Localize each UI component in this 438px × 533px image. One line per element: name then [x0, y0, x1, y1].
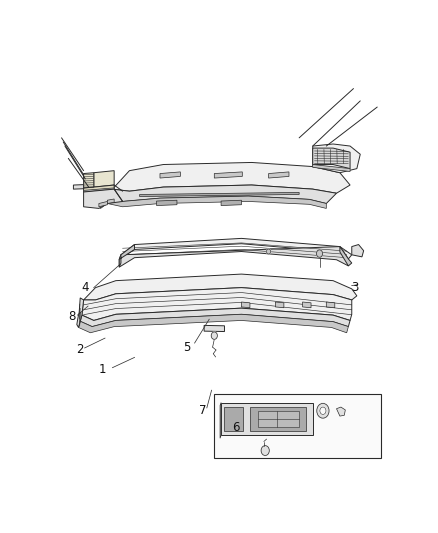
Polygon shape [78, 314, 348, 333]
Polygon shape [95, 199, 107, 208]
Polygon shape [84, 173, 94, 188]
Polygon shape [220, 402, 221, 438]
Polygon shape [94, 171, 114, 187]
Polygon shape [313, 165, 350, 172]
Polygon shape [340, 247, 352, 266]
Text: 3: 3 [351, 281, 359, 294]
Polygon shape [156, 200, 177, 206]
Polygon shape [107, 185, 336, 204]
Text: 7: 7 [199, 404, 206, 417]
Polygon shape [77, 298, 84, 327]
Polygon shape [80, 308, 350, 327]
Circle shape [211, 332, 217, 340]
Polygon shape [313, 144, 360, 173]
FancyBboxPatch shape [214, 394, 381, 458]
Polygon shape [84, 274, 357, 300]
Circle shape [320, 407, 326, 415]
Polygon shape [258, 411, 299, 427]
Circle shape [317, 250, 322, 257]
Polygon shape [241, 302, 250, 308]
Polygon shape [221, 200, 241, 206]
Polygon shape [326, 302, 335, 308]
Polygon shape [214, 172, 242, 178]
Text: 6: 6 [233, 421, 240, 434]
Polygon shape [113, 163, 350, 193]
Polygon shape [119, 245, 134, 267]
Polygon shape [84, 188, 114, 192]
Polygon shape [107, 196, 326, 208]
Polygon shape [221, 402, 313, 435]
Polygon shape [84, 189, 123, 208]
Circle shape [317, 403, 329, 418]
Circle shape [267, 249, 271, 254]
Polygon shape [276, 302, 284, 308]
Polygon shape [352, 245, 364, 257]
Polygon shape [204, 325, 224, 332]
Polygon shape [119, 238, 352, 260]
Polygon shape [99, 201, 107, 207]
Polygon shape [313, 148, 350, 168]
Polygon shape [336, 407, 345, 416]
Text: 2: 2 [77, 343, 84, 356]
Polygon shape [74, 184, 84, 189]
Polygon shape [160, 172, 180, 178]
Polygon shape [250, 407, 306, 431]
Polygon shape [224, 407, 243, 431]
Circle shape [261, 446, 269, 456]
Polygon shape [107, 199, 114, 204]
Polygon shape [140, 192, 299, 197]
Text: 8: 8 [68, 310, 75, 323]
Text: 1: 1 [99, 363, 106, 376]
Text: 4: 4 [81, 281, 89, 294]
Polygon shape [84, 185, 114, 192]
Polygon shape [268, 172, 289, 178]
Polygon shape [82, 288, 352, 320]
Text: 5: 5 [184, 341, 191, 353]
Polygon shape [119, 247, 348, 267]
Polygon shape [303, 302, 311, 308]
